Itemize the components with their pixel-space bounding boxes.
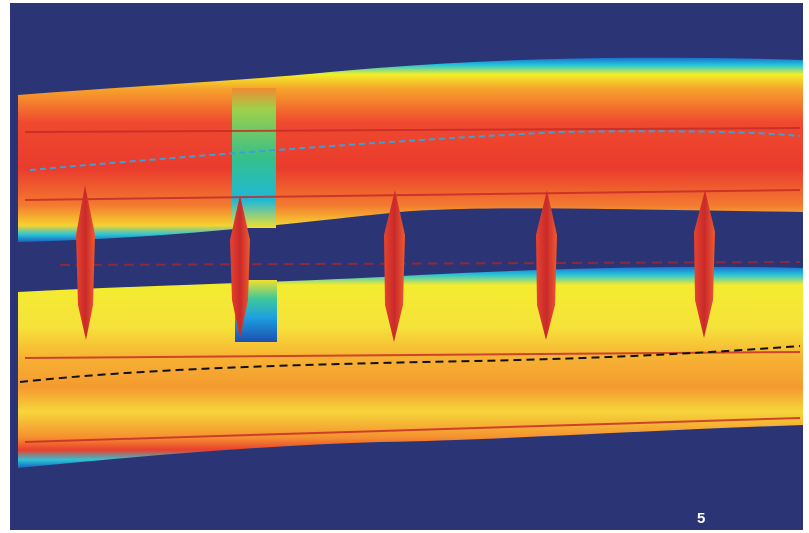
figure-number: 5	[697, 510, 705, 527]
page: {"figure_number": "5"}	[0, 0, 809, 533]
thermal-image: 5	[0, 0, 809, 533]
